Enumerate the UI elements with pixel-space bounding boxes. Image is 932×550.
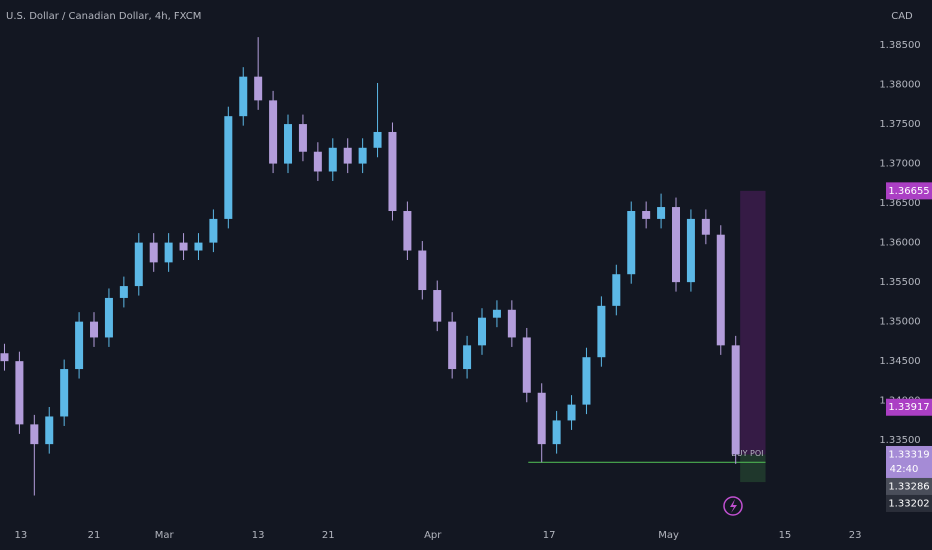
y-tick-label: 1.36500: [879, 198, 920, 209]
level-label: BUY POI: [731, 449, 763, 458]
x-tick-label: Apr: [424, 530, 442, 541]
candle-body: [672, 207, 681, 283]
candle-body: [134, 242, 143, 287]
price-label-box: [886, 398, 932, 416]
countdown: 42:40: [890, 464, 919, 475]
y-tick-label: 1.34500: [879, 356, 920, 367]
candle-body: [567, 404, 576, 421]
x-tick-label: May: [658, 530, 679, 541]
x-tick-label: 23: [849, 530, 862, 541]
price-label: 1.33202: [888, 498, 929, 509]
candle-body: [612, 274, 621, 306]
candle-body: [731, 345, 740, 455]
price-label-box: [886, 477, 932, 495]
candle-body: [269, 100, 278, 164]
candle-body: [433, 290, 442, 322]
y-tick-label: 1.38500: [879, 40, 920, 51]
candle-body: [537, 392, 546, 445]
candle-body: [522, 337, 531, 393]
y-tick-label: 1.35500: [879, 277, 920, 288]
candle-body: [164, 242, 173, 263]
candle-body: [209, 218, 218, 243]
candle-body: [254, 76, 263, 101]
candle-body: [60, 369, 69, 417]
x-tick-label: 15: [779, 530, 792, 541]
x-tick-label: 13: [252, 530, 265, 541]
alert-icon[interactable]: [723, 496, 743, 516]
candle-body: [582, 357, 591, 405]
y-tick-label: 1.35000: [879, 317, 920, 328]
candle-body: [45, 416, 54, 445]
x-tick-label: 21: [88, 530, 101, 541]
candle-body: [358, 147, 367, 164]
alert-bolt: [730, 499, 737, 513]
candle-body: [90, 321, 99, 338]
y-tick-label: 1.36000: [879, 238, 920, 249]
candle-body: [597, 305, 606, 358]
candle-body: [343, 147, 352, 164]
candle-body: [716, 234, 725, 346]
candle-body: [119, 286, 128, 298]
candle-body: [149, 242, 158, 263]
chart-title: U.S. Dollar / Canadian Dollar, 4h, FXCM: [6, 11, 201, 22]
candle-body: [657, 207, 666, 219]
price-label: 1.33917: [888, 402, 929, 413]
candle-body: [492, 309, 501, 318]
candle-body: [284, 124, 293, 164]
price-label: 1.33286: [888, 481, 929, 492]
y-tick-label: 1.37000: [879, 159, 920, 170]
currency-label: CAD: [891, 11, 913, 22]
price-label: 1.36655: [888, 186, 929, 197]
price-label: 1.33319: [888, 449, 929, 460]
candle-body: [627, 211, 636, 275]
candle-body: [224, 116, 233, 219]
candle-body: [701, 218, 710, 235]
x-tick-label: 17: [543, 530, 556, 541]
candle-body: [552, 420, 561, 445]
candle-body: [478, 317, 487, 346]
candle-body: [642, 211, 651, 219]
candle-body: [30, 424, 39, 445]
candle-body: [298, 124, 307, 152]
stop-zone: [740, 454, 766, 483]
candle-body: [328, 147, 337, 172]
candle-body: [463, 345, 472, 370]
candle-body: [104, 297, 113, 338]
candle-body: [239, 76, 248, 117]
candle-body: [686, 218, 695, 283]
candle-body: [75, 321, 84, 370]
target-zone: [740, 190, 766, 455]
candle-body: [403, 211, 412, 251]
price-label-box: [886, 445, 932, 478]
candle-body: [179, 242, 188, 251]
candle-body: [0, 353, 9, 362]
candle-body: [194, 242, 203, 251]
y-tick-label: 1.33500: [879, 435, 920, 446]
candle-body: [313, 151, 322, 172]
candle-body: [418, 250, 427, 291]
y-tick-label: 1.37500: [879, 119, 920, 130]
y-tick-label: 1.38000: [879, 80, 920, 91]
price-label-box: [886, 182, 932, 200]
candle-body: [507, 309, 516, 338]
candle-body: [388, 131, 397, 212]
x-tick-label: 21: [322, 530, 335, 541]
x-tick-label: 13: [15, 530, 28, 541]
candle-body: [373, 131, 382, 148]
candle-body: [15, 361, 24, 425]
price-label-box: [886, 494, 932, 512]
x-tick-label: Mar: [155, 530, 175, 541]
candle-body: [448, 321, 457, 370]
